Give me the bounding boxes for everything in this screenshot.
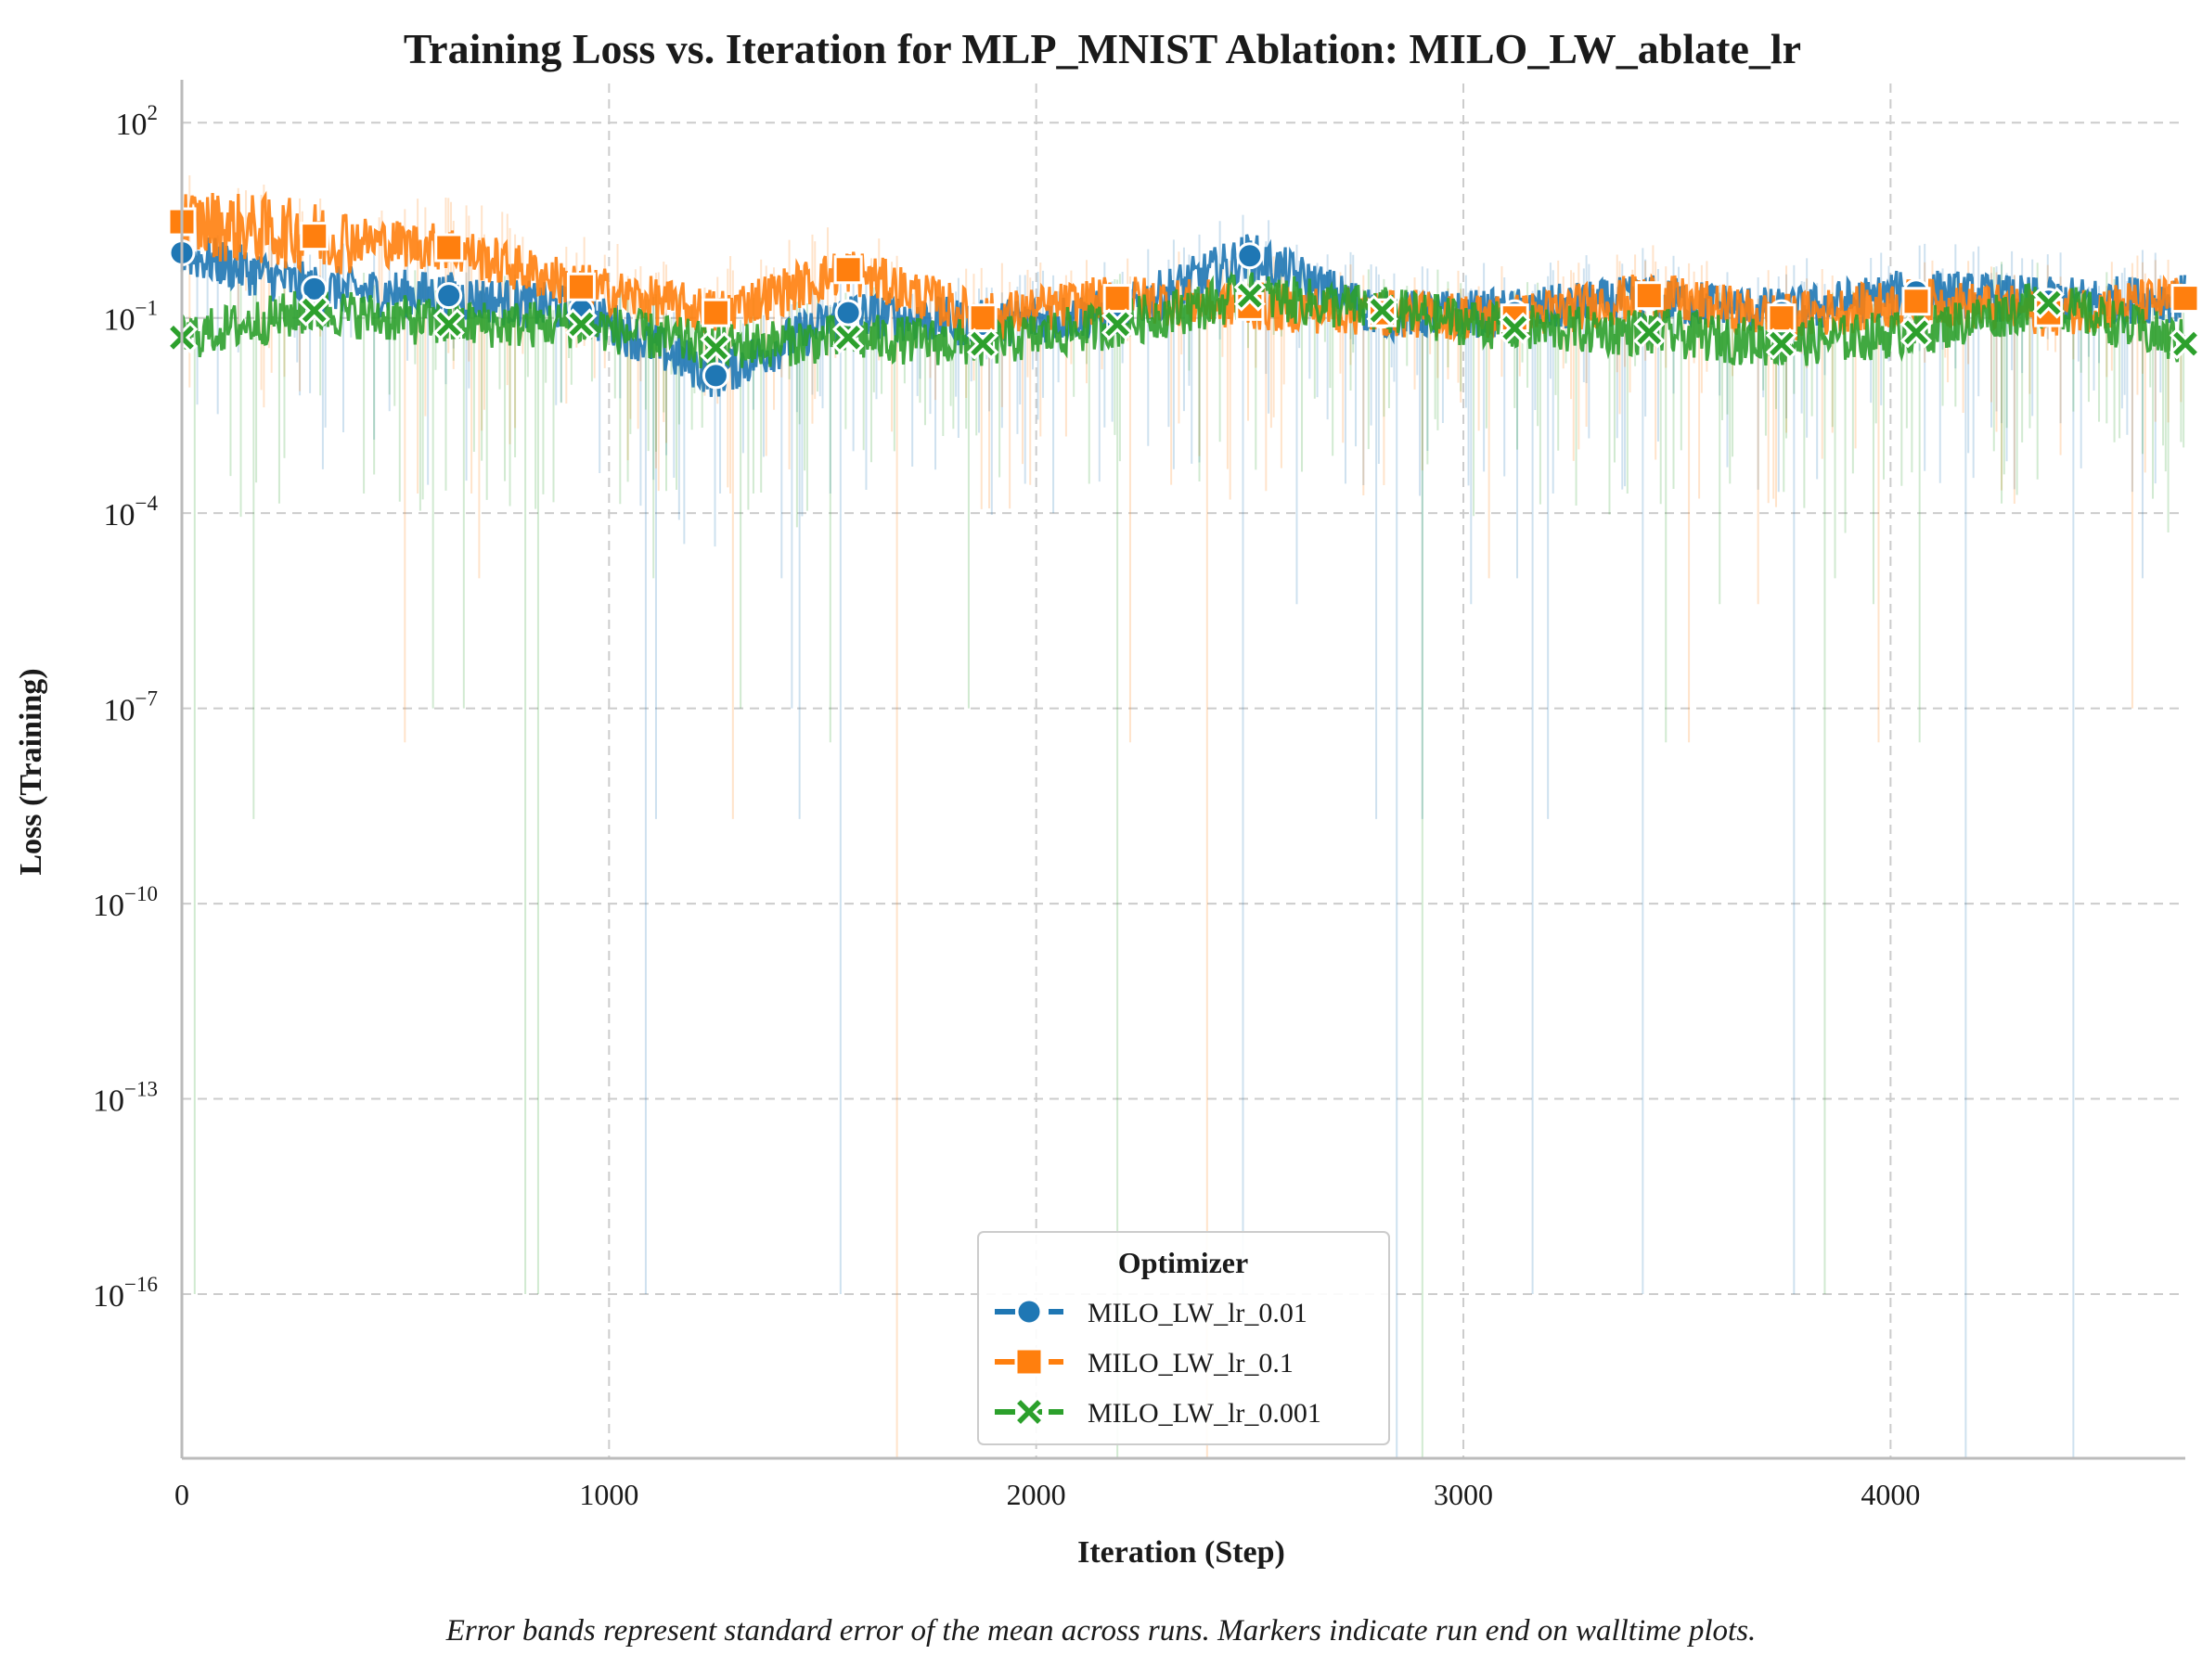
data-point-x	[565, 308, 598, 340]
data-point-x	[700, 331, 732, 364]
data-point-square	[300, 222, 329, 251]
x-tick-label: 2000	[1007, 1478, 1066, 1511]
x-tick-label: 3000	[1434, 1478, 1493, 1511]
data-point-square	[566, 272, 596, 301]
x-tick-label: 0	[174, 1478, 189, 1511]
legend-marker	[1014, 1347, 1044, 1377]
legend: Optimizer MILO_LW_lr_0.01MILO_LW_lr_0.1M…	[977, 1231, 1390, 1445]
y-tick-label: 10−7	[104, 687, 158, 728]
data-point-x	[967, 327, 999, 360]
data-point-square	[1634, 281, 1664, 311]
data-point-square	[434, 233, 464, 263]
data-point-square	[701, 298, 730, 327]
series-line	[180, 190, 2187, 343]
chart-title: Training Loss vs. Iteration for MLP_MNIS…	[404, 25, 1801, 72]
data-point-square	[1767, 303, 1796, 333]
data-point-square	[1102, 284, 1132, 314]
y-tick-label: 10−10	[93, 882, 158, 923]
chart-caption: Error bands represent standard error of …	[445, 1614, 1757, 1648]
data-point-x	[432, 308, 465, 340]
legend-title: Optimizer	[1118, 1246, 1248, 1279]
x-tick-label: 4000	[1861, 1478, 1920, 1511]
data-point-circle	[702, 362, 729, 390]
y-tick-label: 10−1	[104, 297, 158, 338]
data-point-square	[1901, 287, 1931, 316]
data-point-x	[1499, 312, 1531, 344]
data-point-x	[1899, 316, 1933, 349]
data-point-x	[1765, 327, 1798, 360]
data-point-circle	[1236, 242, 1264, 270]
axis-layer: 0 1000 2000 3000 4000 102 10−1 10−4 10−7 10−10 10−…	[93, 80, 2185, 1511]
y-axis-label: Loss (Training)	[14, 668, 48, 875]
data-point-circle	[301, 275, 328, 302]
data-point-x	[832, 321, 865, 353]
data-point-square	[2170, 284, 2200, 314]
legend-box	[977, 1231, 1390, 1445]
data-point-circle	[435, 282, 463, 310]
legend-label: MILO_LW_lr_0.001	[1088, 1398, 1321, 1429]
y-tick-label: 10−16	[93, 1273, 158, 1314]
legend-marker	[1015, 1298, 1043, 1326]
x-tick-label: 1000	[579, 1478, 638, 1511]
data-point-x	[1101, 308, 1134, 340]
x-axis-label: Iteration (Step)	[1077, 1535, 1285, 1570]
data-point-x	[1633, 316, 1666, 349]
data-point-square	[968, 303, 998, 333]
data-point-x	[1366, 294, 1398, 327]
data-point-x	[298, 294, 330, 327]
data-point-circle	[834, 299, 862, 327]
legend-marker	[1012, 1395, 1046, 1429]
series-line	[180, 234, 2187, 397]
series-line	[180, 270, 2187, 372]
legend-label: MILO_LW_lr_0.1	[1088, 1348, 1294, 1379]
legend-label: MILO_LW_lr_0.01	[1088, 1298, 1307, 1328]
y-tick-label: 10−13	[93, 1078, 158, 1119]
y-tick-label: 102	[116, 101, 159, 142]
data-point-x	[1233, 279, 1266, 312]
series-line-layer	[180, 190, 2187, 397]
data-point-square	[833, 255, 863, 285]
y-tick-label: 10−4	[104, 492, 159, 532]
data-point-x	[2169, 327, 2202, 360]
legend-entries: MILO_LW_lr_0.01 MILO_LW_lr_0.1 MILO_LW_lr_…	[995, 1298, 1321, 1429]
data-point-x	[2032, 287, 2065, 319]
